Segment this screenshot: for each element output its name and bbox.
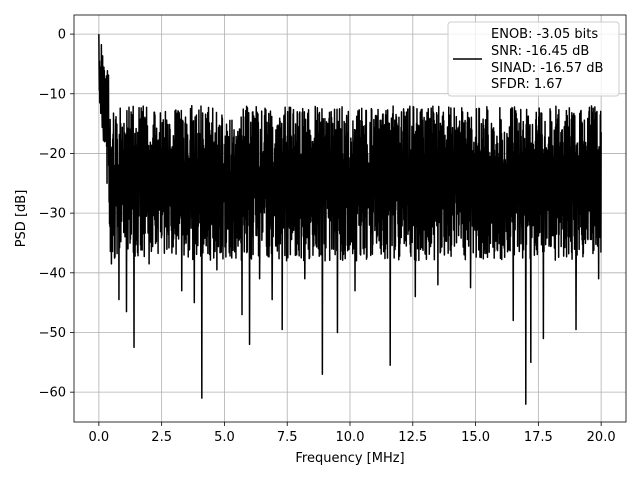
y-axis-ticks: 0 −10 −20 −30 −40 −50 −60 — [39, 28, 74, 401]
x-tick-label: 17.5 — [524, 430, 553, 445]
x-tick-label: 20.0 — [587, 430, 616, 445]
psd-trace — [98, 34, 602, 405]
x-tick-label: 15.0 — [461, 430, 490, 445]
legend-sfdr-label: SFDR: 1.67 — [491, 77, 563, 92]
legend: ENOB: -3.05 bits SNR: -16.45 dB SINAD: -… — [447, 21, 620, 97]
x-tick-label: 12.5 — [398, 430, 427, 445]
x-tick-label: 0.0 — [89, 430, 110, 445]
legend-enob-label: ENOB: -3.05 bits — [491, 27, 598, 42]
x-tick-label: 2.5 — [151, 430, 172, 445]
legend-sinad-label: SINAD: -16.57 dB — [491, 61, 603, 76]
y-tick-label: −40 — [39, 266, 66, 281]
psd-series-line — [98, 34, 602, 405]
x-tick-label: 7.5 — [277, 430, 298, 445]
y-tick-label: −30 — [39, 207, 66, 222]
x-tick-label: 5.0 — [214, 430, 235, 445]
y-tick-label: 0 — [58, 28, 66, 43]
y-tick-label: −60 — [39, 386, 66, 401]
legend-box — [447, 21, 620, 97]
x-axis-ticks: 0.0 2.5 5.0 7.5 10.0 12.5 15.0 17.5 20.0 — [89, 422, 616, 445]
y-tick-label: −10 — [39, 87, 66, 102]
legend-snr-label: SNR: -16.45 dB — [491, 44, 589, 59]
y-tick-label: −50 — [39, 326, 66, 341]
y-tick-label: −20 — [39, 147, 66, 162]
x-axis-label: Frequency [MHz] — [295, 451, 404, 466]
x-tick-label: 10.0 — [336, 430, 365, 445]
y-axis-label: PSD [dB] — [14, 190, 29, 248]
